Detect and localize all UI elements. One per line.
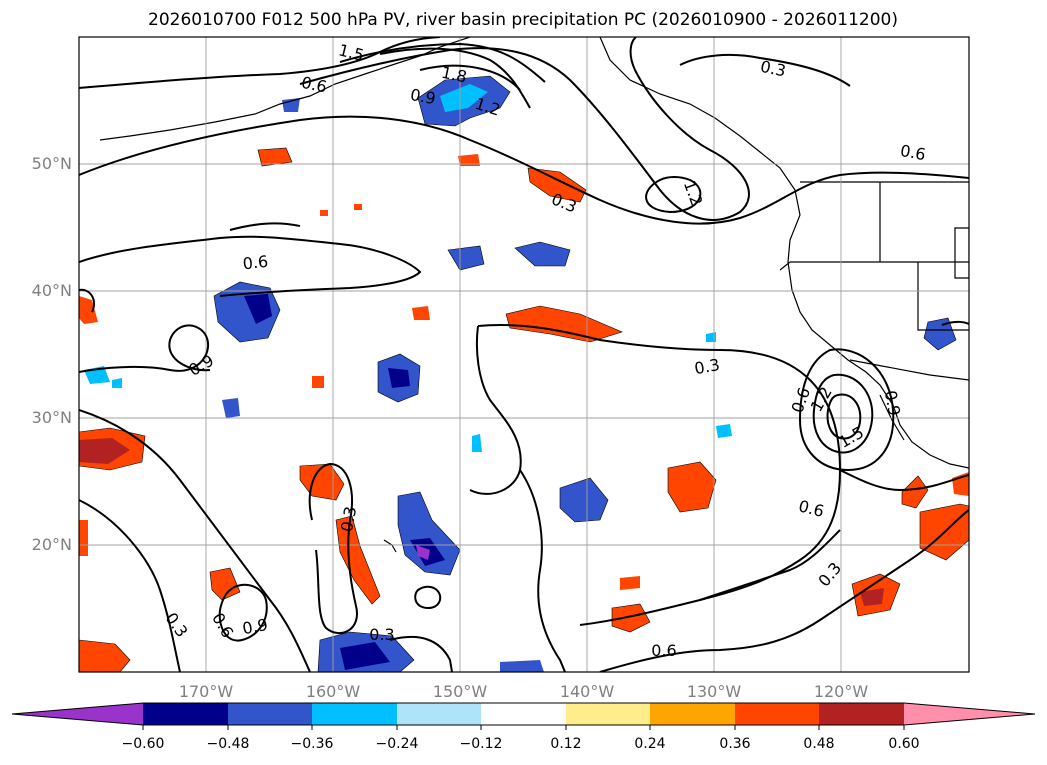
lat-label: 30°N bbox=[32, 408, 72, 427]
colorbar-tick-label: −0.60 bbox=[122, 736, 165, 752]
colorbar-tick-label: −0.36 bbox=[291, 736, 334, 752]
contour-label: 0.9 bbox=[881, 389, 904, 417]
contour-label: 0.3 bbox=[759, 57, 788, 81]
contour-label: 0.9 bbox=[241, 615, 269, 638]
colorbar-tick-label: 0.12 bbox=[550, 736, 581, 752]
contour-label: 0.6 bbox=[242, 252, 269, 274]
contour-label: 0.3 bbox=[693, 355, 721, 378]
contour-label: 0.3 bbox=[369, 625, 394, 644]
longitude-labels: 170°W 160°W 150°W 140°W 130°W 120°W bbox=[179, 682, 869, 701]
contour-label: 1.8 bbox=[440, 63, 469, 87]
colorbar-extend-left bbox=[12, 703, 143, 725]
map-area: 0.6 0.9 1.8 1.2 1.5 0.3 0.6 0.3 1.2 0.6 … bbox=[79, 37, 969, 672]
lat-label: 50°N bbox=[32, 154, 72, 173]
lon-label: 130°W bbox=[687, 682, 742, 701]
contour-label: 0.6 bbox=[651, 641, 676, 660]
colorbar-segment bbox=[650, 703, 735, 725]
pv-contours bbox=[79, 37, 969, 672]
lon-label: 160°W bbox=[306, 682, 361, 701]
colorbar-tick-label: 0.60 bbox=[888, 736, 919, 752]
colorbar-segment bbox=[566, 703, 650, 725]
colorbar-segment bbox=[819, 703, 904, 725]
lon-label: 170°W bbox=[179, 682, 234, 701]
map-frame bbox=[78, 36, 970, 673]
lon-label: 140°W bbox=[560, 682, 615, 701]
colorbar-tick-label: 0.36 bbox=[719, 736, 750, 752]
gridlines bbox=[79, 37, 969, 672]
colorbar-segment bbox=[143, 703, 228, 725]
colorbar-extend-right bbox=[904, 703, 1035, 725]
colorbar-segment bbox=[735, 703, 819, 725]
colorbar-tick-label: 0.48 bbox=[803, 736, 834, 752]
contour-label: 0.6 bbox=[300, 73, 329, 97]
contour-label: 0.9 bbox=[409, 85, 437, 108]
map-title: 2026010700 F012 500 hPa PV, river basin … bbox=[148, 10, 898, 30]
colorbar-tick-label: −0.12 bbox=[460, 736, 503, 752]
lon-label: 150°W bbox=[433, 682, 488, 701]
latitude-labels: 50°N 40°N 30°N 20°N bbox=[32, 154, 72, 554]
colorbar-segment bbox=[397, 703, 481, 725]
precip-anomaly-fill bbox=[79, 75, 969, 672]
lon-label: 120°W bbox=[814, 682, 869, 701]
contour-label: 0.3 bbox=[337, 505, 360, 533]
colorbar-tick-label: −0.24 bbox=[376, 736, 419, 752]
lat-label: 20°N bbox=[32, 535, 72, 554]
lat-label: 40°N bbox=[32, 281, 72, 300]
contour-label: 0.6 bbox=[899, 141, 927, 164]
colorbar: −0.60 −0.48 −0.36 −0.24 −0.12 0.12 0.24 … bbox=[11, 702, 1036, 752]
colorbar-segment bbox=[481, 703, 566, 725]
colorbar-segment bbox=[312, 703, 397, 725]
colorbar-tick-label: 0.24 bbox=[634, 736, 665, 752]
colorbar-tick-label: −0.48 bbox=[207, 736, 250, 752]
colorbar-segment bbox=[228, 703, 312, 725]
